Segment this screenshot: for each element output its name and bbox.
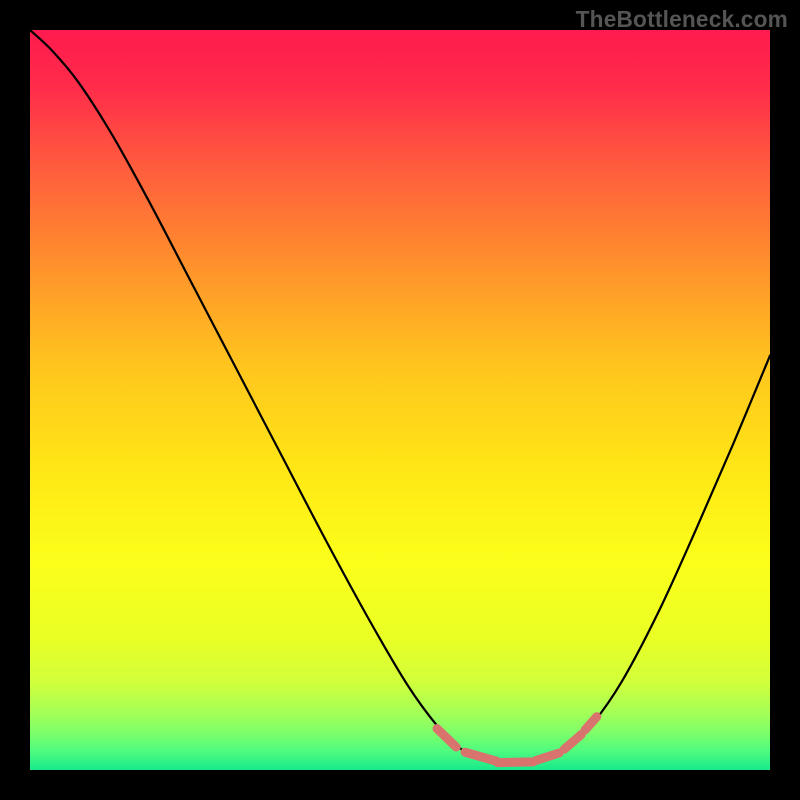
- watermark-text: TheBottleneck.com: [576, 6, 788, 33]
- plot-area: [30, 30, 770, 770]
- heatmap-background: [30, 30, 770, 770]
- chart-container: TheBottleneck.com: [0, 0, 800, 800]
- chart-svg: [30, 30, 770, 770]
